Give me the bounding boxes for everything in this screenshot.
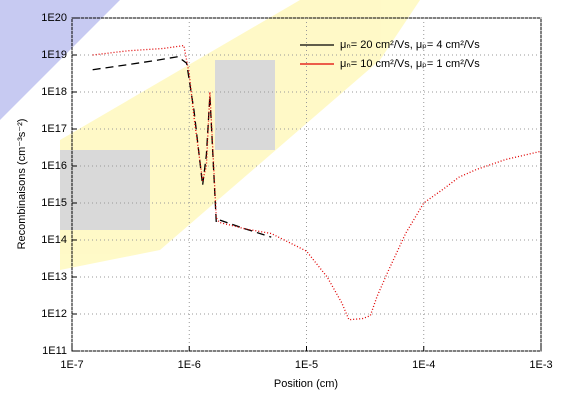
- y-tick-label: 1E14: [41, 234, 67, 246]
- x-tick-label: 1E-3: [529, 359, 552, 371]
- y-tick-label: 1E11: [42, 345, 67, 357]
- y-tick-label: 1E15: [41, 197, 67, 209]
- y-tick-label: 1E17: [41, 123, 67, 135]
- series-line: [92, 56, 272, 238]
- x-tick-label: 1E-4: [412, 359, 435, 371]
- y-axis-label: Recombinaisons (cm⁻³s⁻²): [16, 119, 28, 250]
- y-tick-label: 1E18: [41, 86, 67, 98]
- series-line: [92, 44, 542, 321]
- x-tick-label: 1E-6: [178, 359, 201, 371]
- legend-label: μₙ= 20 cm²/Vs, μₚ= 4 cm²/Vs: [340, 39, 480, 51]
- y-tick-label: 1E16: [41, 160, 67, 172]
- y-tick-label: 1E13: [41, 271, 67, 283]
- y-tick-label: 1E20: [41, 12, 67, 24]
- y-tick-label: 1E19: [41, 49, 67, 61]
- x-tick-label: 1E-5: [295, 359, 318, 371]
- legend-label: μₙ= 10 cm²/Vs, μₚ= 1 cm²/Vs: [340, 58, 480, 70]
- watermark: [0, 0, 420, 270]
- x-axis-label: Position (cm): [274, 378, 338, 390]
- x-tick-label: 1E-7: [60, 359, 83, 371]
- y-tick-label: 1E12: [41, 308, 67, 320]
